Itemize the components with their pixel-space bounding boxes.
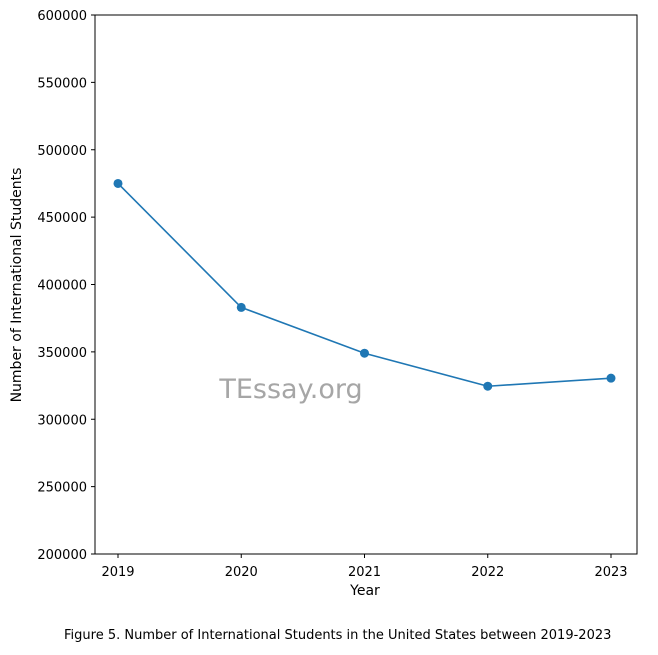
y-tick-label: 200000 <box>37 548 87 563</box>
x-axis-title: Year <box>349 583 380 599</box>
y-tick-label: 600000 <box>37 9 87 24</box>
data-point <box>236 302 246 312</box>
watermark: TEssay.org <box>218 374 362 405</box>
y-tick-label: 250000 <box>37 481 87 496</box>
y-tick-label: 500000 <box>37 144 87 159</box>
data-point <box>360 348 369 358</box>
y-tick-label: 550000 <box>37 76 87 91</box>
y-tick-label: 300000 <box>37 413 87 428</box>
x-tick-label: 2022 <box>471 565 504 580</box>
y-tick-label: 450000 <box>37 211 87 226</box>
y-axis-ticks: 200000 250000 300000 350000 400000 450000 5000… <box>37 9 95 563</box>
x-tick-label: 2023 <box>594 565 627 580</box>
y-tick-label: 350000 <box>37 346 87 361</box>
x-tick-label: 2020 <box>225 565 258 580</box>
x-tick-label: 2019 <box>101 565 134 580</box>
y-tick-label: 400000 <box>37 279 87 294</box>
x-axis-ticks: 2019 2020 2021 2022 2023 <box>101 554 628 580</box>
figure-caption: Figure 5. Number of International Studen… <box>64 628 612 643</box>
y-axis-title: Number of International Students <box>9 168 25 403</box>
data-point <box>606 373 616 383</box>
plot-frame <box>94 14 638 555</box>
series-group <box>113 178 616 391</box>
data-point <box>483 381 493 391</box>
x-tick-label: 2021 <box>348 565 381 580</box>
data-point <box>113 178 123 188</box>
